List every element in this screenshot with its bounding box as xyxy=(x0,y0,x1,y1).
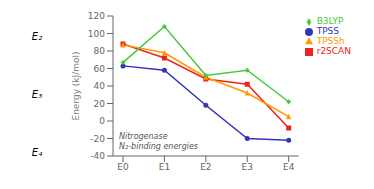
svg-text:E2: E2 xyxy=(200,162,211,172)
svg-text:80: 80 xyxy=(94,46,106,56)
html-text:E₂: E₂ xyxy=(31,31,43,43)
html-text:TPSS: TPSS xyxy=(316,26,339,36)
svg-text:100: 100 xyxy=(88,29,105,39)
svg-text:40: 40 xyxy=(94,81,106,91)
html-text:TPSSh: TPSSh xyxy=(316,36,345,46)
html-text:Nitrogenase N₂-binding energie: Nitrogenase N₂-binding energies xyxy=(119,132,198,151)
svg-text:60: 60 xyxy=(94,64,106,74)
svg-text:0: 0 xyxy=(99,116,105,126)
svg-text:-20: -20 xyxy=(90,134,105,144)
svg-text:E4: E4 xyxy=(283,162,295,172)
html-text:B3LYP: B3LYP xyxy=(316,16,344,26)
html-text:r2SCAN: r2SCAN xyxy=(316,46,351,56)
svg-text:-40: -40 xyxy=(90,151,105,161)
svg-text:E3: E3 xyxy=(242,162,253,172)
svg-text:Energy (kJ/mol): Energy (kJ/mol) xyxy=(71,51,81,120)
svg-text:E0: E0 xyxy=(117,162,129,172)
html-text:E₃: E₃ xyxy=(31,89,43,100)
html-text:E₄: E₄ xyxy=(31,146,43,158)
svg-text:E1: E1 xyxy=(159,162,170,172)
svg-text:120: 120 xyxy=(88,11,105,21)
svg-text:20: 20 xyxy=(94,99,106,109)
